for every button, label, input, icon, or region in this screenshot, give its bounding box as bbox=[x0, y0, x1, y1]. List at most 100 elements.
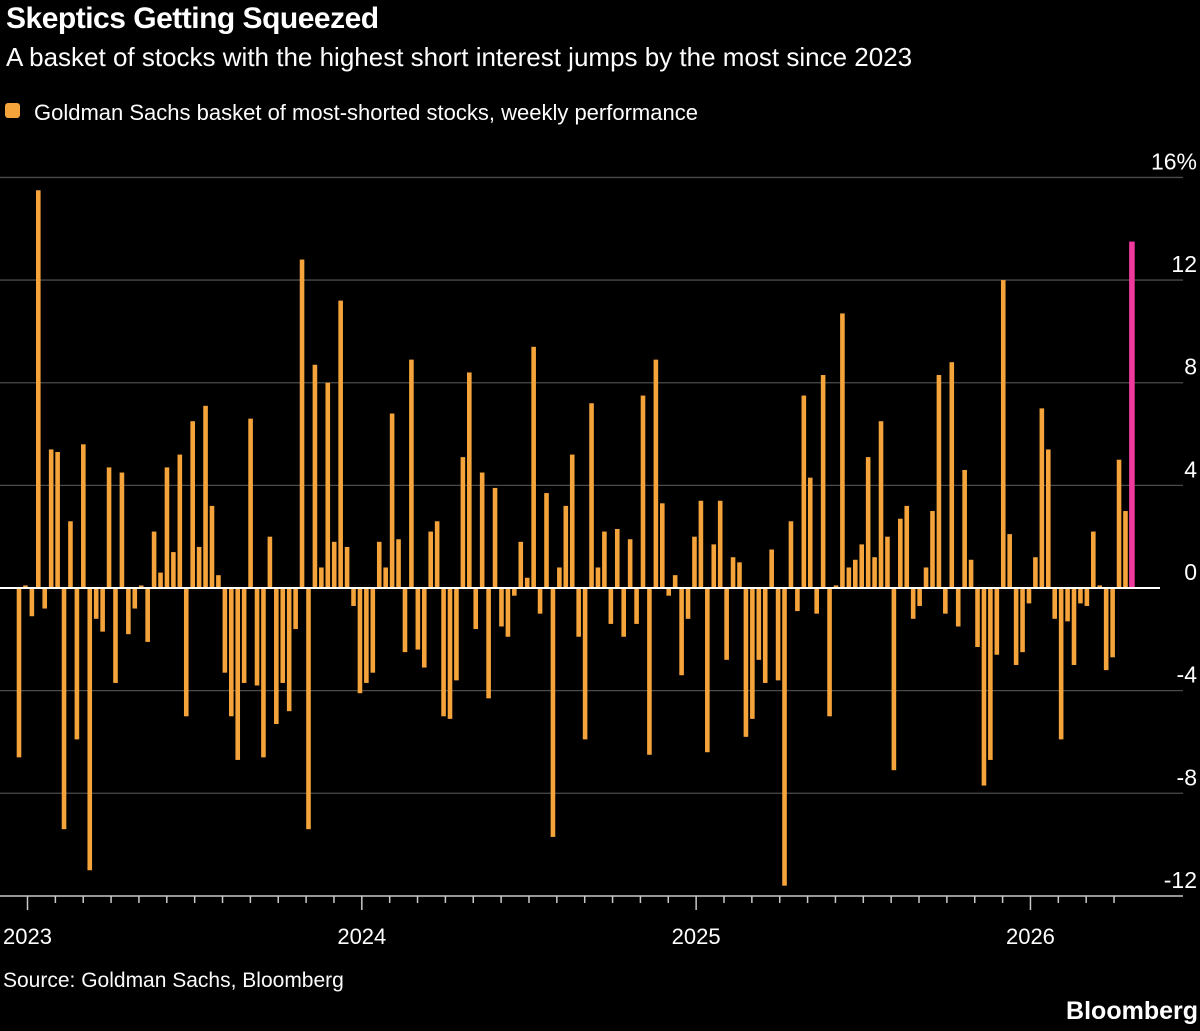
week-bar bbox=[557, 567, 562, 588]
week-bar bbox=[788, 521, 794, 588]
week-bar bbox=[544, 493, 549, 588]
week-bar bbox=[634, 588, 639, 624]
week-bar bbox=[807, 477, 813, 588]
y-axis-label: -8 bbox=[1177, 764, 1197, 790]
week-bar bbox=[943, 588, 948, 614]
week-bar bbox=[293, 588, 298, 630]
week-bar bbox=[248, 418, 253, 588]
week-bar bbox=[627, 539, 633, 588]
week-bar bbox=[113, 588, 118, 683]
y-axis-label: 16% bbox=[1151, 148, 1197, 174]
y-axis-label: 8 bbox=[1184, 354, 1197, 380]
week-bar bbox=[730, 557, 736, 588]
week-bar bbox=[499, 588, 504, 627]
week-bar bbox=[814, 588, 819, 614]
week-bar bbox=[827, 588, 832, 717]
week-bar bbox=[531, 346, 536, 588]
week-bar bbox=[325, 382, 331, 588]
week-bar bbox=[852, 559, 858, 588]
week-bar bbox=[801, 395, 807, 588]
week-bar bbox=[376, 541, 382, 588]
week-bar bbox=[68, 521, 73, 588]
week-bar bbox=[396, 539, 401, 588]
week-bar bbox=[949, 362, 955, 588]
y-axis-label: 0 bbox=[1184, 559, 1197, 585]
y-axis-label: -4 bbox=[1177, 662, 1198, 688]
week-bar bbox=[576, 588, 581, 637]
week-bar bbox=[975, 588, 980, 648]
week-bar bbox=[660, 503, 665, 588]
week-bar bbox=[421, 588, 427, 668]
week-bar bbox=[222, 588, 228, 673]
week-bar bbox=[164, 467, 170, 588]
week-bar bbox=[550, 588, 556, 837]
week-bar bbox=[1026, 588, 1032, 604]
week-bar bbox=[1033, 557, 1038, 588]
week-bar bbox=[988, 588, 993, 760]
week-bar bbox=[479, 472, 485, 588]
y-axis-label: 12 bbox=[1171, 251, 1197, 277]
week-bar bbox=[261, 588, 266, 758]
week-bar bbox=[492, 487, 498, 588]
week-bar bbox=[891, 588, 897, 771]
week-bar bbox=[1078, 588, 1083, 604]
week-bar bbox=[685, 588, 691, 619]
week-bar bbox=[1116, 459, 1122, 588]
week-bar bbox=[962, 469, 967, 588]
week-bar bbox=[23, 585, 28, 588]
week-bar bbox=[840, 313, 845, 588]
week-bar bbox=[209, 505, 215, 588]
week-bar bbox=[698, 500, 704, 588]
x-axis-year-label: 2024 bbox=[337, 924, 386, 949]
week-bar bbox=[402, 588, 408, 653]
week-bar bbox=[1045, 449, 1051, 588]
week-bar bbox=[357, 588, 363, 694]
week-bar bbox=[1052, 588, 1058, 619]
week-bar bbox=[447, 588, 453, 719]
week-bar bbox=[228, 588, 234, 717]
week-bar bbox=[286, 588, 292, 712]
week-bar bbox=[930, 511, 935, 588]
week-bar bbox=[795, 588, 800, 612]
week-bar bbox=[1013, 588, 1019, 665]
week-bar bbox=[955, 588, 961, 627]
week-bar bbox=[126, 588, 131, 635]
week-bar bbox=[595, 567, 601, 588]
week-bar bbox=[1110, 588, 1115, 658]
week-bar bbox=[274, 588, 279, 724]
week-bar bbox=[1091, 531, 1096, 588]
week-bar bbox=[409, 359, 414, 588]
week-bar bbox=[762, 588, 768, 683]
week-bar bbox=[917, 588, 922, 606]
week-bar bbox=[383, 567, 388, 588]
week-bar bbox=[820, 375, 826, 588]
week-bar bbox=[267, 536, 273, 588]
week-bar bbox=[338, 300, 343, 588]
week-bar bbox=[434, 521, 440, 588]
week-bar bbox=[692, 536, 697, 588]
week-bar bbox=[190, 421, 195, 588]
week-bar bbox=[235, 588, 241, 760]
week-bar bbox=[1020, 588, 1025, 653]
week-bar bbox=[717, 500, 723, 588]
week-bar bbox=[216, 575, 221, 588]
week-bar bbox=[1007, 534, 1012, 588]
week-bar bbox=[145, 588, 150, 642]
week-bar bbox=[910, 588, 916, 619]
week-bar bbox=[614, 528, 620, 588]
week-bar bbox=[177, 454, 183, 588]
week-bar bbox=[42, 588, 48, 609]
week-bar bbox=[467, 372, 472, 588]
week-bar bbox=[370, 588, 376, 673]
week-bar bbox=[196, 546, 202, 588]
week-bar bbox=[563, 505, 569, 588]
x-axis-year-label: 2026 bbox=[1006, 924, 1055, 949]
bloomberg-logo: Bloomberg bbox=[1066, 997, 1198, 1025]
week-bar bbox=[132, 588, 138, 609]
week-bar bbox=[441, 588, 446, 717]
week-bar bbox=[981, 588, 987, 786]
week-bar bbox=[968, 559, 974, 588]
legend-label: Goldman Sachs basket of most-shorted sto… bbox=[34, 100, 698, 125]
source-note: Source: Goldman Sachs, Bloomberg bbox=[3, 969, 344, 992]
week-bar bbox=[589, 403, 594, 588]
